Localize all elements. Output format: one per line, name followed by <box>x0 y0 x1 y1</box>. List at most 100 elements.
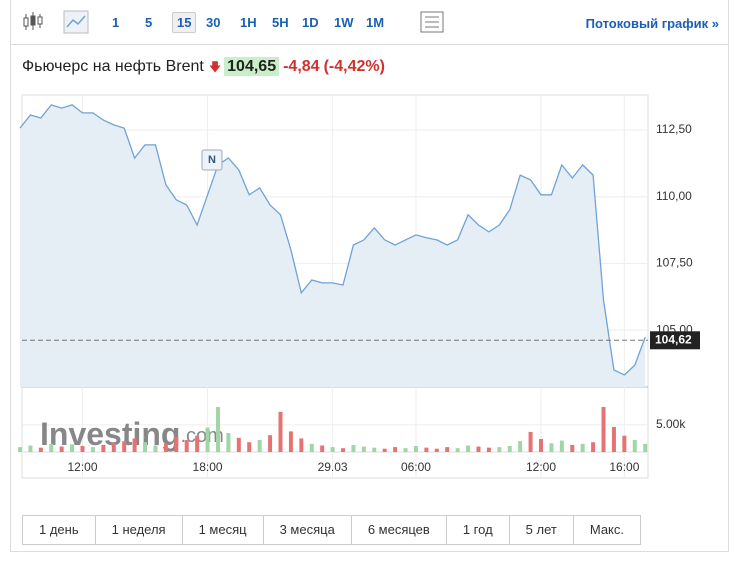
x-tick-label: 12:00 <box>526 460 556 474</box>
volume-bar <box>143 442 148 452</box>
volume-bar <box>309 443 314 452</box>
volume-bar <box>163 443 168 452</box>
volume-bar <box>80 446 85 452</box>
volume-bar <box>632 440 637 452</box>
volume-bar <box>226 433 231 452</box>
volume-bar <box>622 435 627 452</box>
range-button[interactable]: 1 день <box>23 516 96 544</box>
volume-bar <box>174 436 179 452</box>
volume-bar <box>643 443 648 452</box>
volume-bar <box>611 427 616 452</box>
volume-bar <box>153 445 158 452</box>
interval-button[interactable]: 1W <box>334 15 354 30</box>
volume-bar <box>205 427 210 452</box>
down-arrow: 🡇 <box>208 60 222 74</box>
news-marker-label: N <box>208 154 216 166</box>
volume-bar <box>278 411 283 452</box>
volume-bar <box>38 447 43 452</box>
range-button[interactable]: Макс. <box>589 522 624 537</box>
volume-bar <box>507 446 512 452</box>
news-icon[interactable] <box>418 0 448 44</box>
range-button[interactable]: 1 неделя <box>96 516 183 544</box>
x-tick-label: 06:00 <box>401 460 431 474</box>
volume-bar <box>49 443 54 452</box>
volume-bar <box>122 441 127 452</box>
volume-bar <box>341 448 346 452</box>
interval-button[interactable]: 1 <box>112 15 120 30</box>
volume-bar <box>320 445 325 452</box>
range-button[interactable]: 1 месяц <box>183 516 264 544</box>
volume-bar <box>299 438 304 452</box>
interval-button[interactable]: 1M <box>366 15 385 30</box>
volume-bar <box>111 443 116 452</box>
volume-bar <box>486 447 491 452</box>
volume-bar <box>455 448 460 452</box>
range-button[interactable]: 6 месяцев <box>352 516 447 544</box>
stream-link[interactable]: Потоковый график » <box>585 16 719 31</box>
range-button[interactable]: 5 лет <box>510 516 574 544</box>
volume-bar <box>101 444 106 452</box>
volume-tick-label: 5.00k <box>656 417 686 431</box>
volume-bar <box>591 442 596 452</box>
volume-bar <box>497 447 502 452</box>
volume-bar <box>434 448 439 452</box>
volume-bar <box>330 447 335 452</box>
volume-bar <box>257 440 262 452</box>
price-area <box>20 104 646 388</box>
volume-bar <box>601 406 606 452</box>
range-button[interactable]: 3 месяца <box>264 516 352 544</box>
volume-bar <box>215 406 220 452</box>
volume-bar <box>393 447 398 452</box>
y-tick-label: 107,50 <box>656 256 693 270</box>
interval-button[interactable]: 5H <box>272 15 289 30</box>
range-button[interactable]: 1 год <box>447 516 510 544</box>
interval-button[interactable]: 15 <box>172 12 197 33</box>
volume-bar <box>361 446 366 452</box>
volume-bar <box>18 447 22 452</box>
volume-bar <box>268 435 273 452</box>
x-tick-label: 29.03 <box>318 460 348 474</box>
volume-bar <box>184 440 189 452</box>
interval-button[interactable]: 5 <box>145 15 153 30</box>
area-icon[interactable] <box>62 0 92 44</box>
x-tick-label: 18:00 <box>193 460 223 474</box>
interval-button[interactable]: 30 <box>206 15 221 30</box>
volume-bar <box>70 444 75 452</box>
volume-bar <box>539 438 543 452</box>
instrument-header: Фьючерс на нефть Brent 🡇 104,65 -4,84 (-4,42… <box>22 57 385 79</box>
volume-bar <box>195 435 200 452</box>
volume-bar <box>424 447 429 452</box>
volume-bar <box>382 448 387 452</box>
last-value-label: 104,62 <box>655 332 692 346</box>
volume-bar <box>372 447 377 452</box>
interval-button[interactable]: 1D <box>302 15 319 30</box>
price: 104,65 <box>224 57 280 76</box>
volume-bar <box>518 441 523 452</box>
y-tick-label: 112,50 <box>656 122 692 136</box>
volume-bar <box>549 443 554 452</box>
volume-bar <box>559 440 564 452</box>
change: -4,84 <box>283 58 320 75</box>
volume-bar <box>132 438 137 452</box>
candles-icon <box>23 12 43 30</box>
volume-bar <box>90 447 95 452</box>
interval-button[interactable]: 1H <box>240 15 257 30</box>
volume-bar <box>528 431 533 452</box>
volume-bar <box>236 437 241 452</box>
watermark-domain: .com <box>180 425 223 447</box>
volume-bar <box>570 444 575 452</box>
x-tick-label: 16:00 <box>609 460 639 474</box>
volume-bar <box>476 446 481 452</box>
toolbar: Потоковый график » 1 5 15 30 1H 5H 1D 1W 1M <box>10 0 729 45</box>
volume-bar <box>580 443 585 452</box>
change-percent: (-4,42%) <box>323 58 385 75</box>
volume-bar <box>28 445 33 452</box>
volume-bar <box>403 448 408 452</box>
volume-bar <box>288 431 293 452</box>
volume-bar <box>247 442 252 452</box>
volume-bar <box>466 445 471 452</box>
x-tick-label: 12:00 <box>68 460 98 474</box>
last-value-box <box>650 331 700 350</box>
chart: 12:00 18:00 29.03 06:00 12:00 16:00105,00107,… <box>18 94 700 479</box>
